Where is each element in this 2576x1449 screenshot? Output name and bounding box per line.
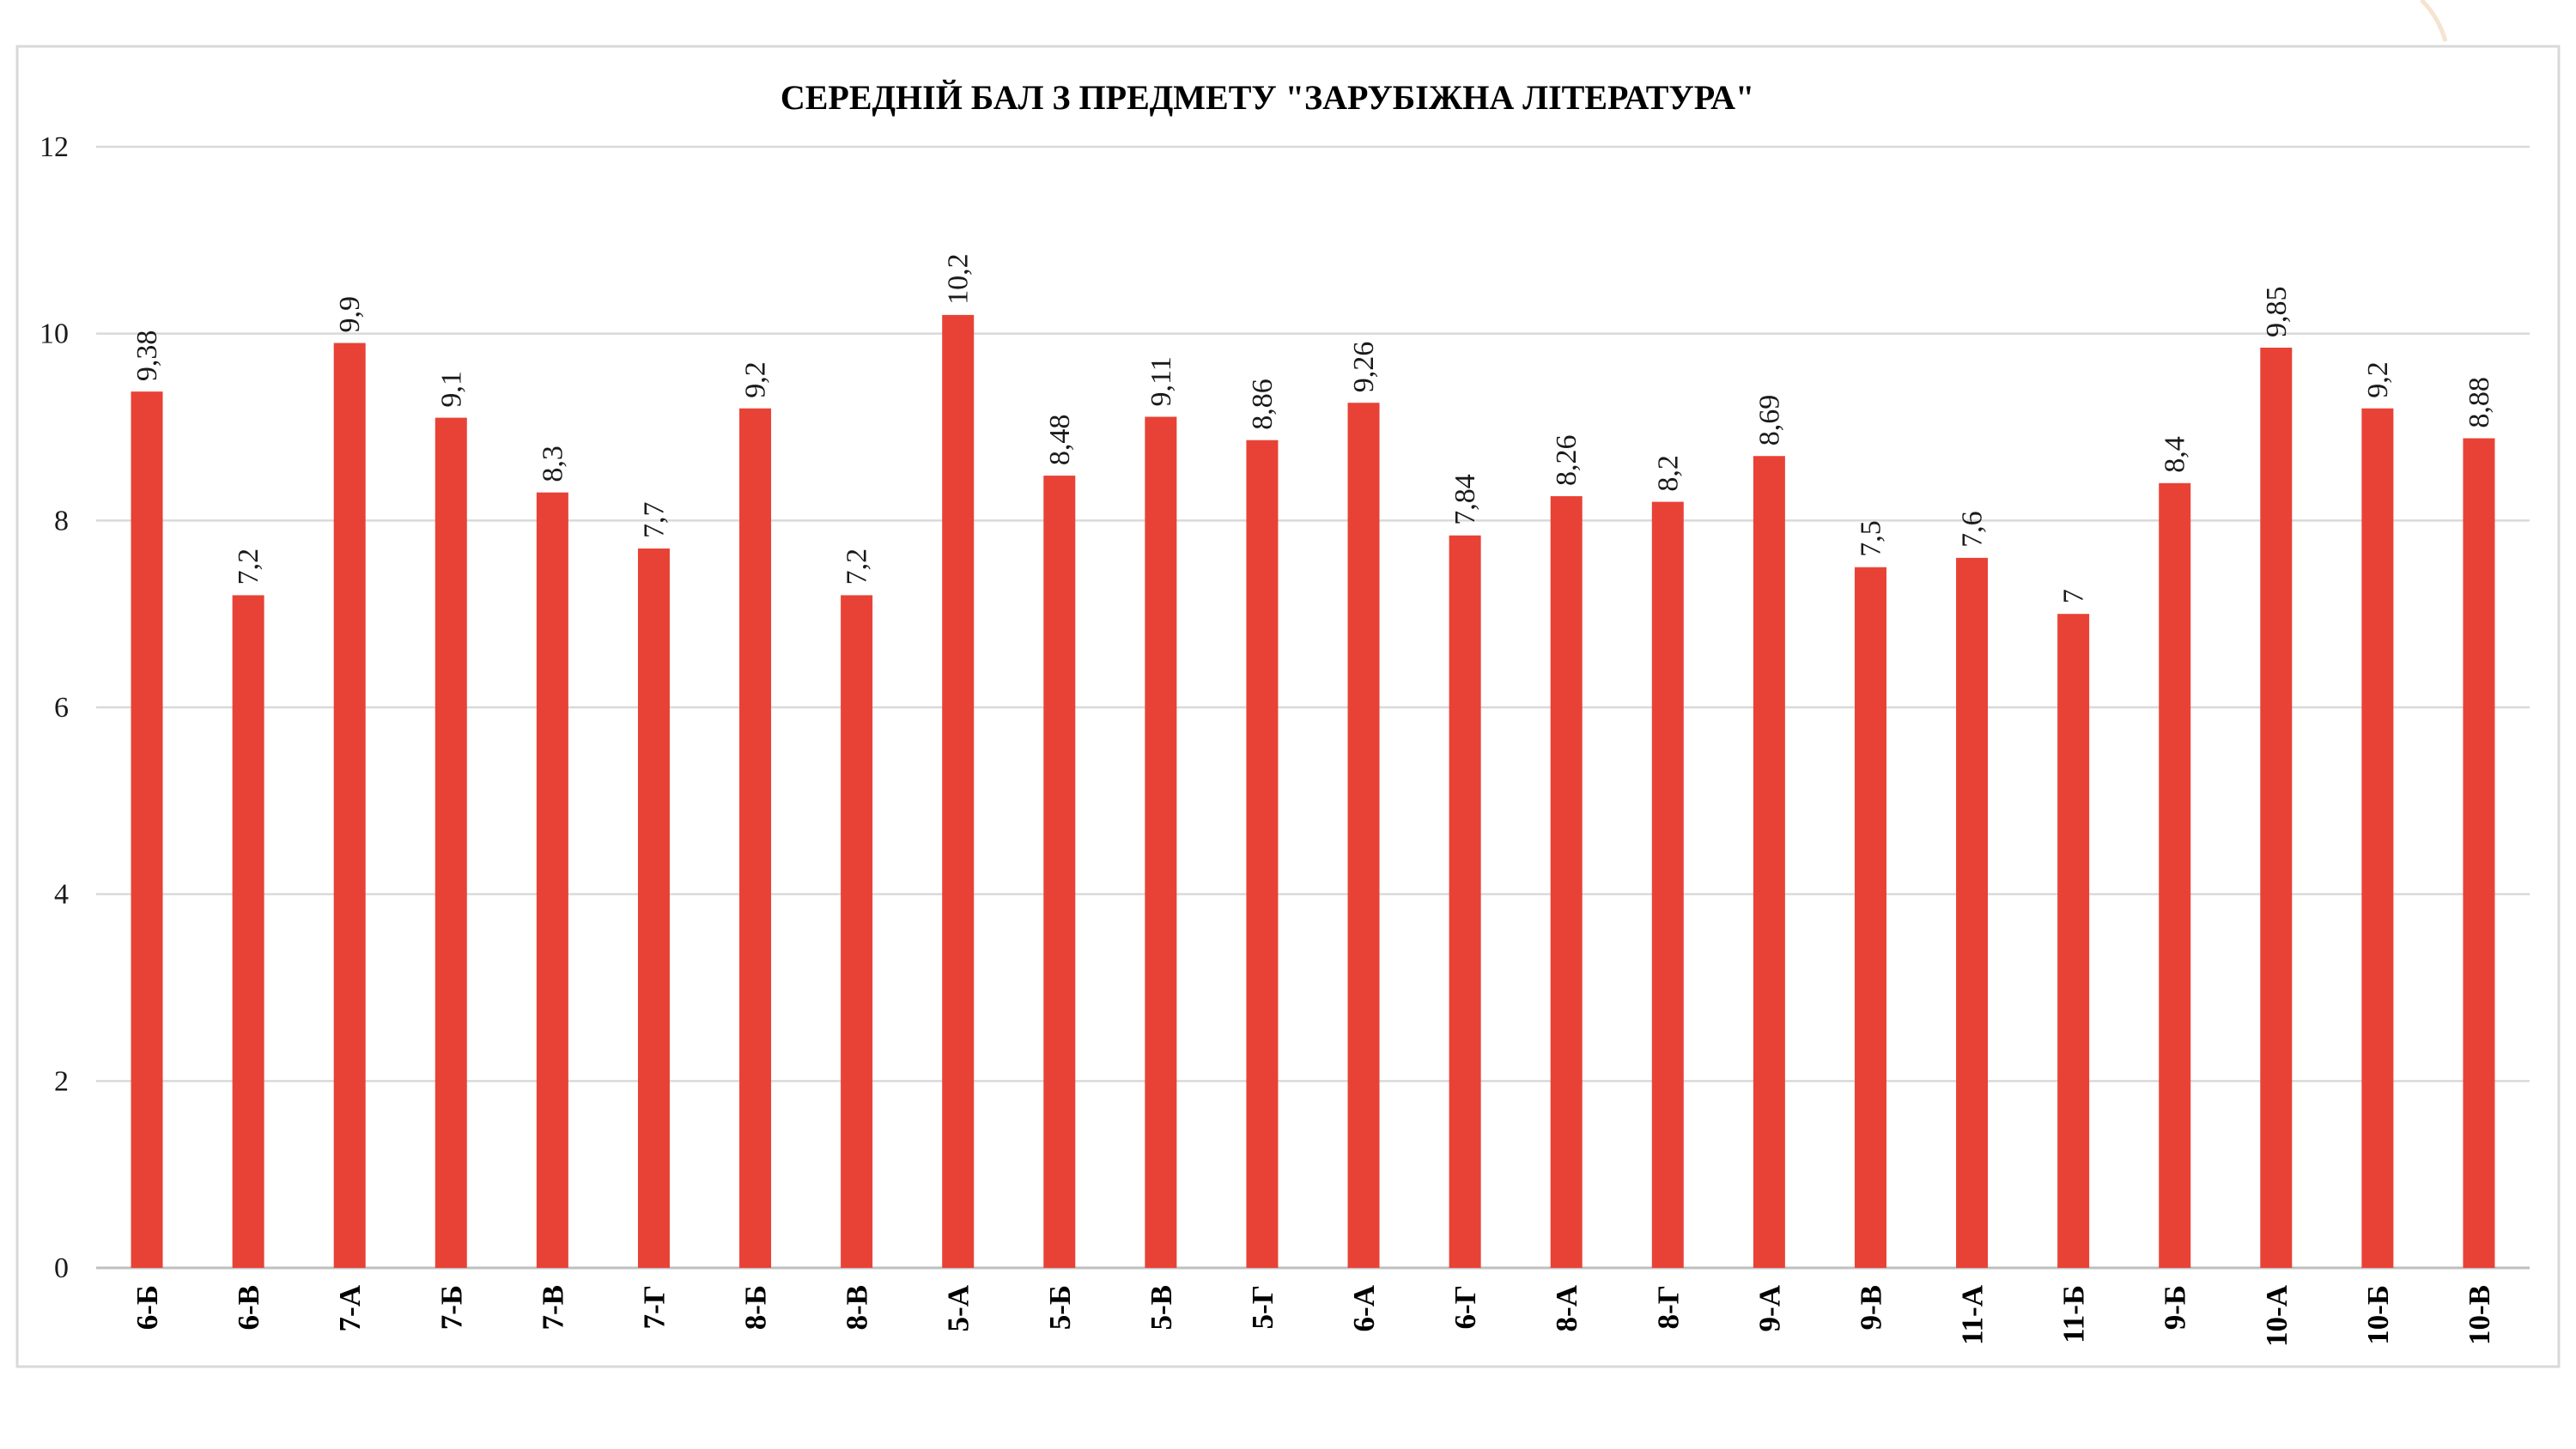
y-tick-label: 4 [54, 879, 69, 911]
category-label: 7-В [536, 1285, 569, 1331]
category-label: 10-Б [2361, 1285, 2395, 1345]
category-label: 7-А [333, 1284, 367, 1331]
data-label: 7,6 [1957, 511, 1989, 548]
data-label: 7,5 [1855, 520, 1886, 557]
chart-title: СЕРЕДНІЙ БАЛ З ПРЕДМЕТУ "ЗАРУБІЖНА ЛІТЕР… [781, 78, 1754, 117]
bar [1449, 535, 1481, 1268]
category-label: 11-Б [2057, 1285, 2091, 1343]
y-tick-label: 10 [39, 318, 69, 350]
category-label: 6-В [232, 1285, 265, 1331]
category-label: 5-Г [1246, 1285, 1279, 1329]
data-label: 7,84 [1449, 474, 1481, 525]
data-label: 9,1 [435, 371, 467, 408]
y-tick-label: 12 [39, 131, 69, 163]
data-label: 8,86 [1247, 379, 1279, 430]
bar [1550, 496, 1583, 1268]
data-label: 9,2 [740, 361, 772, 398]
category-label: 9-Б [2159, 1285, 2192, 1330]
bar [333, 343, 366, 1268]
data-label: 9,85 [2261, 286, 2293, 337]
data-label: 9,9 [334, 296, 366, 333]
data-label: 7,7 [638, 501, 670, 538]
category-label: 7-Б [434, 1285, 468, 1330]
data-label: 8,88 [2464, 377, 2495, 428]
category-label: 6-Г [1449, 1285, 1482, 1329]
data-label: 7 [2058, 589, 2090, 603]
y-axis-ticks: 0 2 4 6 8 10 12 [39, 131, 69, 1284]
category-label: 9-А [1753, 1284, 1786, 1331]
gridlines [96, 145, 2530, 1270]
bar [841, 595, 873, 1268]
category-label: 6-А [1347, 1284, 1381, 1331]
data-label: 8,4 [2160, 436, 2191, 473]
category-label: 7-Г [637, 1285, 671, 1329]
bar [232, 595, 264, 1268]
category-label: 8-Б [739, 1285, 773, 1330]
bar [2159, 482, 2191, 1268]
data-label: 8,69 [1753, 395, 1785, 446]
bar [739, 408, 772, 1268]
data-label: 7,2 [841, 549, 873, 585]
data-label: 8,48 [1044, 415, 1076, 466]
data-label: 9,38 [131, 330, 163, 382]
category-label: 8-В [841, 1285, 874, 1331]
bar [434, 417, 467, 1268]
bar [2260, 347, 2293, 1268]
data-label: 8,3 [537, 446, 568, 482]
x-axis-categories: 6-Б 6-В 7-А 7-Б 7-В 7-Г 8-Б 8-В 5-А 5-Б 5-В 5-Г 6-А 6… [131, 1284, 2496, 1347]
category-label: 10-А [2260, 1284, 2293, 1347]
data-label: 8,2 [1652, 455, 1684, 492]
data-label: 10,2 [943, 253, 975, 305]
category-label: 5-А [942, 1284, 975, 1331]
category-label: 8-А [1550, 1284, 1583, 1331]
y-tick-label: 6 [54, 692, 69, 724]
bar [637, 548, 670, 1268]
decorative-corner-curve [2420, 0, 2448, 42]
y-tick-label: 2 [54, 1065, 69, 1097]
data-label: 9,11 [1145, 356, 1177, 406]
bar [942, 314, 975, 1268]
data-label: 9,2 [2362, 361, 2394, 398]
bar [131, 391, 163, 1269]
bar [2057, 614, 2090, 1268]
data-label: 9,26 [1348, 342, 1380, 393]
bar [1145, 416, 1177, 1268]
data-label: 8,26 [1551, 435, 1583, 487]
category-label: 5-В [1145, 1285, 1178, 1331]
category-label: 8-Г [1651, 1285, 1685, 1329]
category-label: 9-В [1854, 1285, 1887, 1331]
category-label: 6-Б [131, 1285, 164, 1330]
bar [2463, 438, 2495, 1268]
bar [1043, 476, 1076, 1268]
bar [1246, 440, 1279, 1268]
bar [1854, 567, 1886, 1268]
bar [1347, 403, 1380, 1268]
bar [1651, 501, 1684, 1268]
bar [1753, 456, 1785, 1268]
bar [536, 492, 568, 1268]
y-tick-label: 8 [54, 505, 69, 537]
bar [2361, 408, 2394, 1268]
data-label: 7,2 [233, 549, 264, 585]
bars [131, 314, 2495, 1269]
data-labels: 9,38 7,2 9,9 9,1 8,3 7,7 9,2 7,2 10,2 8,48 9,11 8,8… [131, 253, 2495, 603]
category-label: 5-Б [1043, 1285, 1077, 1330]
category-label: 10-В [2463, 1285, 2496, 1345]
category-label: 11-А [1956, 1284, 1990, 1345]
y-tick-label: 0 [54, 1252, 69, 1284]
bar [1956, 557, 1989, 1268]
